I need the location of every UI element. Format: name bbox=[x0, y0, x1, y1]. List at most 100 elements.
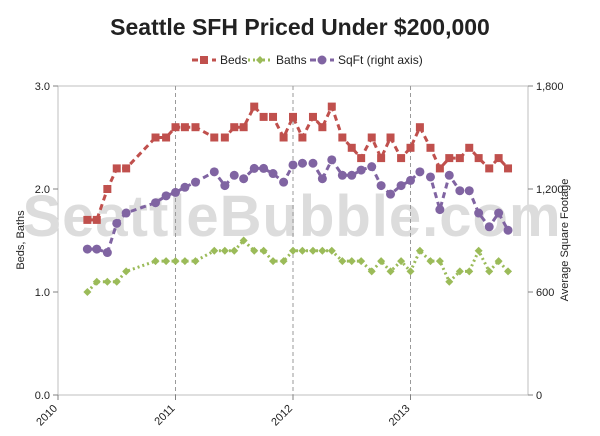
data-point-beds bbox=[357, 154, 366, 163]
data-point-baths bbox=[367, 267, 376, 276]
x-tick-label: 2013 bbox=[387, 403, 413, 429]
data-point-sqft-right-axis bbox=[279, 177, 289, 187]
data-point-baths bbox=[162, 257, 171, 266]
data-point-sqft-right-axis bbox=[484, 222, 494, 232]
data-point-sqft-right-axis bbox=[444, 170, 454, 180]
data-point-sqft-right-axis bbox=[317, 174, 327, 184]
data-point-sqft-right-axis bbox=[503, 225, 513, 235]
data-point-sqft-right-axis bbox=[464, 186, 474, 196]
data-point-baths bbox=[308, 246, 317, 255]
legend-marker bbox=[317, 55, 327, 65]
y2-tick-label: 600 bbox=[536, 287, 554, 299]
data-point-sqft-right-axis bbox=[239, 174, 249, 184]
data-point-beds bbox=[485, 164, 494, 173]
data-point-baths bbox=[318, 246, 327, 255]
data-point-sqft-right-axis bbox=[406, 175, 415, 185]
data-point-baths bbox=[250, 246, 259, 255]
data-point-sqft-right-axis bbox=[367, 162, 377, 172]
data-point-beds bbox=[455, 154, 464, 163]
data-point-sqft-right-axis bbox=[259, 163, 269, 173]
data-point-beds bbox=[397, 154, 406, 163]
data-point-sqft-right-axis bbox=[220, 181, 230, 191]
data-point-sqft-right-axis bbox=[356, 165, 366, 175]
data-point-sqft-right-axis bbox=[425, 172, 435, 182]
series-layer bbox=[82, 102, 513, 296]
data-point-sqft-right-axis bbox=[396, 181, 406, 191]
legend-marker bbox=[256, 56, 264, 64]
data-point-baths bbox=[180, 257, 189, 266]
data-point-baths bbox=[327, 246, 336, 255]
y2-axis-title: Average Square Footage bbox=[559, 179, 571, 302]
data-point-baths bbox=[357, 257, 366, 266]
data-point-beds bbox=[230, 123, 239, 132]
data-point-baths bbox=[455, 267, 464, 276]
data-point-baths bbox=[377, 257, 386, 266]
data-point-baths bbox=[415, 246, 424, 255]
data-point-baths bbox=[279, 257, 288, 266]
data-point-baths bbox=[112, 277, 121, 286]
data-point-sqft-right-axis bbox=[337, 170, 347, 180]
data-point-baths bbox=[347, 257, 356, 266]
data-point-baths bbox=[171, 257, 180, 266]
data-point-beds bbox=[445, 154, 454, 163]
legend: Beds Baths SqFt (right axis) bbox=[192, 53, 423, 67]
data-point-sqft-right-axis bbox=[386, 189, 396, 199]
legend-label: SqFt (right axis) bbox=[338, 53, 423, 67]
data-point-baths bbox=[397, 257, 406, 266]
data-point-sqft-right-axis bbox=[102, 248, 112, 258]
data-point-beds bbox=[180, 123, 189, 132]
data-point-baths bbox=[122, 267, 131, 276]
data-point-beds bbox=[367, 133, 376, 142]
data-point-beds bbox=[259, 112, 268, 121]
legend-item-baths: Baths bbox=[248, 53, 307, 67]
data-point-beds bbox=[191, 123, 200, 132]
data-point-beds bbox=[426, 143, 435, 152]
data-point-baths bbox=[230, 246, 239, 255]
data-point-baths bbox=[151, 257, 160, 266]
y-tick-label: 3.0 bbox=[35, 81, 50, 93]
data-point-baths bbox=[269, 257, 278, 266]
data-point-beds bbox=[122, 164, 131, 173]
data-point-beds bbox=[239, 123, 248, 132]
data-point-sqft-right-axis bbox=[474, 208, 484, 218]
data-point-beds bbox=[465, 143, 474, 152]
data-point-beds bbox=[435, 164, 444, 173]
data-point-baths bbox=[386, 267, 395, 276]
y-tick-label: 0.0 bbox=[35, 390, 50, 402]
data-point-baths bbox=[435, 257, 444, 266]
data-point-baths bbox=[220, 246, 229, 255]
data-point-baths bbox=[494, 257, 503, 266]
data-point-baths bbox=[83, 288, 92, 296]
data-point-baths bbox=[406, 267, 415, 276]
data-point-baths bbox=[474, 246, 483, 255]
data-point-sqft-right-axis bbox=[151, 198, 161, 208]
data-point-beds bbox=[338, 133, 347, 142]
data-point-beds bbox=[474, 154, 483, 163]
y2-tick-label: 1,200 bbox=[536, 184, 564, 196]
data-point-beds bbox=[415, 123, 424, 132]
data-point-beds bbox=[269, 112, 278, 121]
data-point-sqft-right-axis bbox=[171, 187, 180, 197]
data-point-beds bbox=[171, 123, 180, 132]
data-point-beds bbox=[220, 133, 229, 142]
legend-marker bbox=[200, 56, 208, 64]
legend-label: Baths bbox=[276, 53, 307, 67]
data-point-beds bbox=[298, 133, 307, 142]
data-point-beds bbox=[386, 133, 395, 142]
data-point-beds bbox=[151, 133, 160, 142]
y-tick-label: 2.0 bbox=[35, 184, 50, 196]
data-point-sqft-right-axis bbox=[229, 170, 239, 180]
data-point-baths bbox=[465, 267, 474, 276]
series-beds bbox=[83, 102, 513, 224]
data-point-sqft-right-axis bbox=[288, 160, 298, 170]
data-point-beds bbox=[103, 185, 112, 193]
legend-item-beds: Beds bbox=[192, 53, 247, 67]
data-point-beds bbox=[112, 164, 121, 173]
data-point-beds bbox=[494, 154, 503, 163]
legend-label: Beds bbox=[220, 53, 247, 67]
data-point-beds bbox=[162, 133, 171, 142]
legend-item-sqft-right-axis: SqFt (right axis) bbox=[310, 53, 423, 67]
series-baths bbox=[83, 236, 513, 296]
data-point-baths bbox=[504, 267, 513, 276]
